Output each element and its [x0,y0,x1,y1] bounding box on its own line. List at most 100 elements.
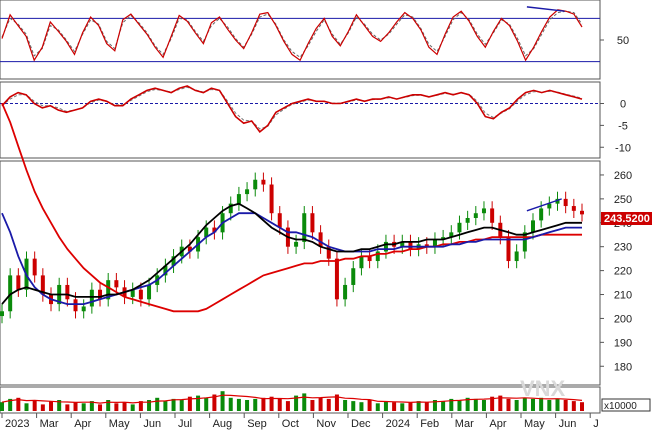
x-axis-tick-label: 2024 [386,418,410,430]
volume-bar [547,400,552,411]
volume-bar [441,401,446,411]
price-candle-body [383,241,388,252]
last-price-label: 243.5200 [604,213,650,225]
price-candle-body [8,275,13,312]
volume-bar [106,400,111,411]
volume-bar [343,400,348,411]
volume-bar [359,402,364,411]
volume-bar [89,401,94,411]
symbol-watermark: VNX [520,376,566,401]
price-ma-mid-line [1,212,582,306]
price-candle-body [318,232,323,247]
price-candle-body [73,299,78,312]
x-axis-tick-label: Jul [178,418,192,430]
price-candle-body [114,280,119,288]
volume-bar [416,401,421,411]
volume-bar [212,394,217,411]
price-candle-body [465,218,470,223]
last-price-badge: 243.5200 [601,212,652,225]
price-candle-body [571,206,576,211]
volume-bar [375,403,380,411]
price-candle-body [408,241,413,250]
price-candle-body [359,256,364,269]
price-candle-body [269,184,274,214]
momentum-panel-frame [0,81,601,159]
volume-bar [138,401,143,411]
volume-bar [424,402,429,411]
volume-bar [514,400,519,411]
price-candle-body [522,232,527,252]
volume-bar [326,398,331,411]
volume-bar [481,400,486,411]
volume-bar [130,404,135,411]
x-axis-tick-label: Jun [559,418,577,430]
volume-bar [114,403,119,411]
volume-bar [277,398,282,411]
x-axis-tick-label: Mar [40,418,59,430]
price-candle-body [106,280,111,300]
volume-bar [220,391,225,411]
volume-bar [522,397,527,411]
x-axis-tick-label: Aug [213,418,233,430]
x-axis-tick-label: Jun [143,418,161,430]
price-candle-body [539,208,544,221]
price-candle-body [187,246,192,252]
price-candle-body [334,258,339,300]
price-candle-body [40,275,45,295]
stochastic-d-line [1,10,583,59]
price-ma-short-line [1,202,582,305]
price-tick-label: 210 [614,290,632,302]
price-candle-body [424,244,429,247]
volume-bar [236,398,241,411]
volume-bar [432,400,437,411]
stochastic-k-line [1,9,583,62]
price-candle-body [530,220,535,233]
price-tick-label: 200 [614,313,632,325]
volume-bar [163,401,168,411]
volume-bar [506,398,511,411]
price-panel-frame [0,160,601,386]
price-candle-body [171,256,176,266]
price-candle-body [449,232,454,238]
volume-bar [40,404,45,411]
price-candle-body [367,256,372,262]
volume-bar [187,396,192,411]
x-axis-tick-label: Apr [74,418,91,430]
momentum-tick-label: -10 [615,142,631,154]
x-axis-tick-label: Oct [282,418,299,430]
price-tick-label: 260 [614,170,632,182]
volume-bar [204,397,209,411]
volume-bar [571,401,576,411]
price-trendline [526,198,562,212]
volume-bar [465,397,470,411]
volume-bar [310,400,315,411]
volume-bar [285,401,290,411]
volume-bar [49,401,54,411]
volume-bar [196,395,201,411]
price-candle-body [204,227,209,238]
x-axis-tick-label: Apr [489,418,506,430]
volume-bar [81,403,86,411]
price-candle-body [245,189,250,195]
volume-bar [73,402,78,411]
x-axis-tick-label: Dec [351,418,371,430]
price-candle-body [65,284,70,300]
volume-bar [555,398,560,411]
price-candle-body [98,289,103,300]
stochastic-panel-frame [0,0,601,80]
volume-unit-label: x10000 [604,401,637,412]
volume-bar [0,402,4,411]
volume-bar [57,400,62,411]
price-candle-body [473,213,478,218]
price-candle-body [457,222,462,233]
volume-bar [228,397,233,411]
price-candle-body [253,179,258,190]
momentum-tick-label: -5 [618,120,628,132]
price-candle-body [163,265,168,276]
price-candle-body [89,289,94,307]
momentum-tick-label: 0 [620,99,626,111]
price-candle-body [481,208,486,214]
volume-bar [65,404,70,411]
volume-bar [449,398,454,411]
price-candle-body [326,246,331,259]
